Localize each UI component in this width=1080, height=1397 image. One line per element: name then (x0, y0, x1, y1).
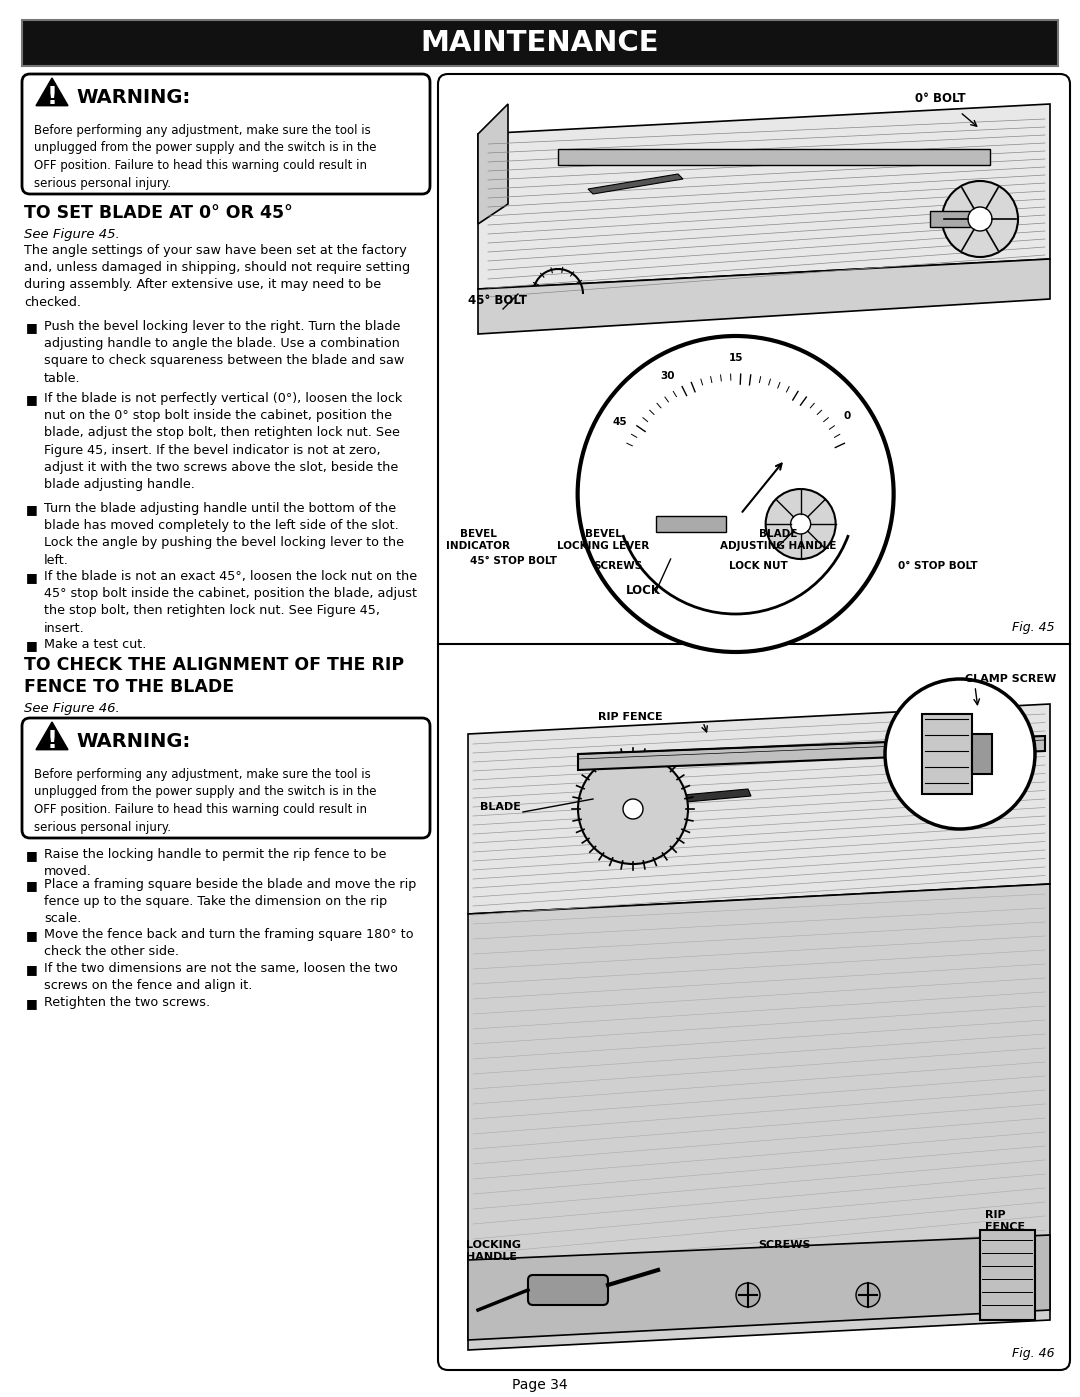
Text: 45: 45 (613, 416, 627, 427)
Text: LOCK: LOCK (625, 584, 661, 597)
Bar (22, 20, 1058, 66)
Text: Fig. 46: Fig. 46 (1012, 1347, 1055, 1361)
Polygon shape (608, 789, 751, 809)
Circle shape (735, 1282, 760, 1308)
Text: ■: ■ (26, 879, 38, 893)
Text: WARNING:: WARNING: (76, 732, 190, 752)
Circle shape (578, 754, 688, 863)
Circle shape (968, 207, 993, 231)
Bar (972, 733, 993, 774)
Text: WARNING:: WARNING: (76, 88, 190, 108)
Text: See Figure 45.: See Figure 45. (24, 228, 120, 242)
Text: Retighten the two screws.: Retighten the two screws. (44, 996, 211, 1009)
Text: The angle settings of your saw have been set at the factory
and, unless damaged : The angle settings of your saw have been… (24, 244, 410, 309)
Polygon shape (930, 211, 970, 226)
Text: See Figure 46.: See Figure 46. (24, 703, 120, 715)
Polygon shape (468, 884, 1050, 1350)
Text: If the blade is not an exact 45°, loosen the lock nut on the
45° stop bolt insid: If the blade is not an exact 45°, loosen… (44, 570, 417, 634)
Polygon shape (478, 103, 1050, 289)
Text: !: ! (46, 729, 57, 753)
FancyBboxPatch shape (22, 74, 430, 194)
Text: 0° STOP BOLT: 0° STOP BOLT (897, 562, 977, 571)
Text: Page 34: Page 34 (512, 1377, 568, 1391)
Bar (922, 714, 972, 793)
Polygon shape (478, 103, 508, 224)
Bar (980, 1229, 1035, 1320)
Bar (448, 84, 1059, 634)
Text: Fig. 45: Fig. 45 (1012, 622, 1055, 634)
Text: ■: ■ (26, 638, 38, 652)
Circle shape (942, 182, 1018, 257)
Polygon shape (478, 258, 1050, 334)
Text: ■: ■ (26, 929, 38, 942)
Text: ■: ■ (26, 503, 38, 515)
Circle shape (578, 337, 893, 652)
FancyBboxPatch shape (22, 718, 430, 838)
Text: BLADE: BLADE (480, 802, 521, 812)
Text: BLADE
ADJUSTING HANDLE: BLADE ADJUSTING HANDLE (719, 529, 836, 550)
Circle shape (766, 489, 836, 559)
Text: SCREWS: SCREWS (758, 1241, 810, 1250)
Text: Before performing any adjustment, make sure the tool is
unplugged from the power: Before performing any adjustment, make s… (33, 768, 377, 834)
Polygon shape (36, 722, 68, 750)
Text: 45° BOLT: 45° BOLT (468, 293, 527, 307)
Text: ■: ■ (26, 571, 38, 584)
Text: Turn the blade adjusting handle until the bottom of the
blade has moved complete: Turn the blade adjusting handle until th… (44, 502, 404, 567)
Text: ■: ■ (26, 321, 38, 334)
Text: 15: 15 (728, 353, 743, 363)
Text: Before performing any adjustment, make sure the tool is
unplugged from the power: Before performing any adjustment, make s… (33, 124, 377, 190)
Polygon shape (656, 515, 726, 532)
Text: BEVEL
INDICATOR: BEVEL INDICATOR (446, 529, 510, 550)
Text: ■: ■ (26, 849, 38, 862)
Text: TO SET BLADE AT 0° OR 45°: TO SET BLADE AT 0° OR 45° (24, 204, 293, 222)
Circle shape (885, 679, 1035, 828)
Text: 30: 30 (660, 372, 675, 381)
Text: ■: ■ (26, 997, 38, 1010)
Circle shape (791, 514, 811, 534)
Text: 0: 0 (843, 411, 851, 420)
Text: Move the fence back and turn the framing square 180° to
check the other side.: Move the fence back and turn the framing… (44, 928, 414, 958)
Text: TO CHECK THE ALIGNMENT OF THE RIP
FENCE TO THE BLADE: TO CHECK THE ALIGNMENT OF THE RIP FENCE … (24, 657, 404, 696)
Polygon shape (36, 78, 68, 106)
Polygon shape (468, 704, 1050, 914)
Text: 45° STOP BOLT: 45° STOP BOLT (470, 556, 557, 566)
Circle shape (623, 799, 643, 819)
Polygon shape (558, 149, 990, 165)
FancyBboxPatch shape (528, 1275, 608, 1305)
Polygon shape (468, 1235, 1050, 1340)
Polygon shape (588, 175, 683, 194)
Text: LOCK NUT: LOCK NUT (729, 562, 787, 571)
Text: RIP FENCE: RIP FENCE (598, 712, 663, 722)
Text: 0° BOLT: 0° BOLT (915, 92, 966, 105)
Text: LOCKING
HANDLE: LOCKING HANDLE (465, 1241, 521, 1261)
Text: If the blade is not perfectly vertical (0°), loosen the lock
nut on the 0° stop : If the blade is not perfectly vertical (… (44, 393, 402, 490)
Text: BEVEL
LOCKING LEVER: BEVEL LOCKING LEVER (557, 529, 649, 550)
Text: MAINTENANCE: MAINTENANCE (421, 29, 659, 57)
Text: Place a framing square beside the blade and move the rip
fence up to the square.: Place a framing square beside the blade … (44, 877, 417, 925)
Text: SCREWS: SCREWS (593, 562, 643, 571)
Polygon shape (578, 736, 1045, 770)
Text: !: ! (46, 85, 57, 109)
Text: Push the bevel locking lever to the right. Turn the blade
adjusting handle to an: Push the bevel locking lever to the righ… (44, 320, 404, 384)
Text: ■: ■ (26, 393, 38, 407)
Text: RIP
FENCE: RIP FENCE (985, 1210, 1025, 1232)
Text: CLAMP SCREW: CLAMP SCREW (966, 673, 1056, 685)
Text: Make a test cut.: Make a test cut. (44, 638, 147, 651)
FancyBboxPatch shape (438, 74, 1070, 1370)
Text: Raise the locking handle to permit the rip fence to be
moved.: Raise the locking handle to permit the r… (44, 848, 387, 879)
Text: ■: ■ (26, 963, 38, 977)
Circle shape (856, 1282, 880, 1308)
Text: If the two dimensions are not the same, loosen the two
screws on the fence and a: If the two dimensions are not the same, … (44, 963, 397, 992)
